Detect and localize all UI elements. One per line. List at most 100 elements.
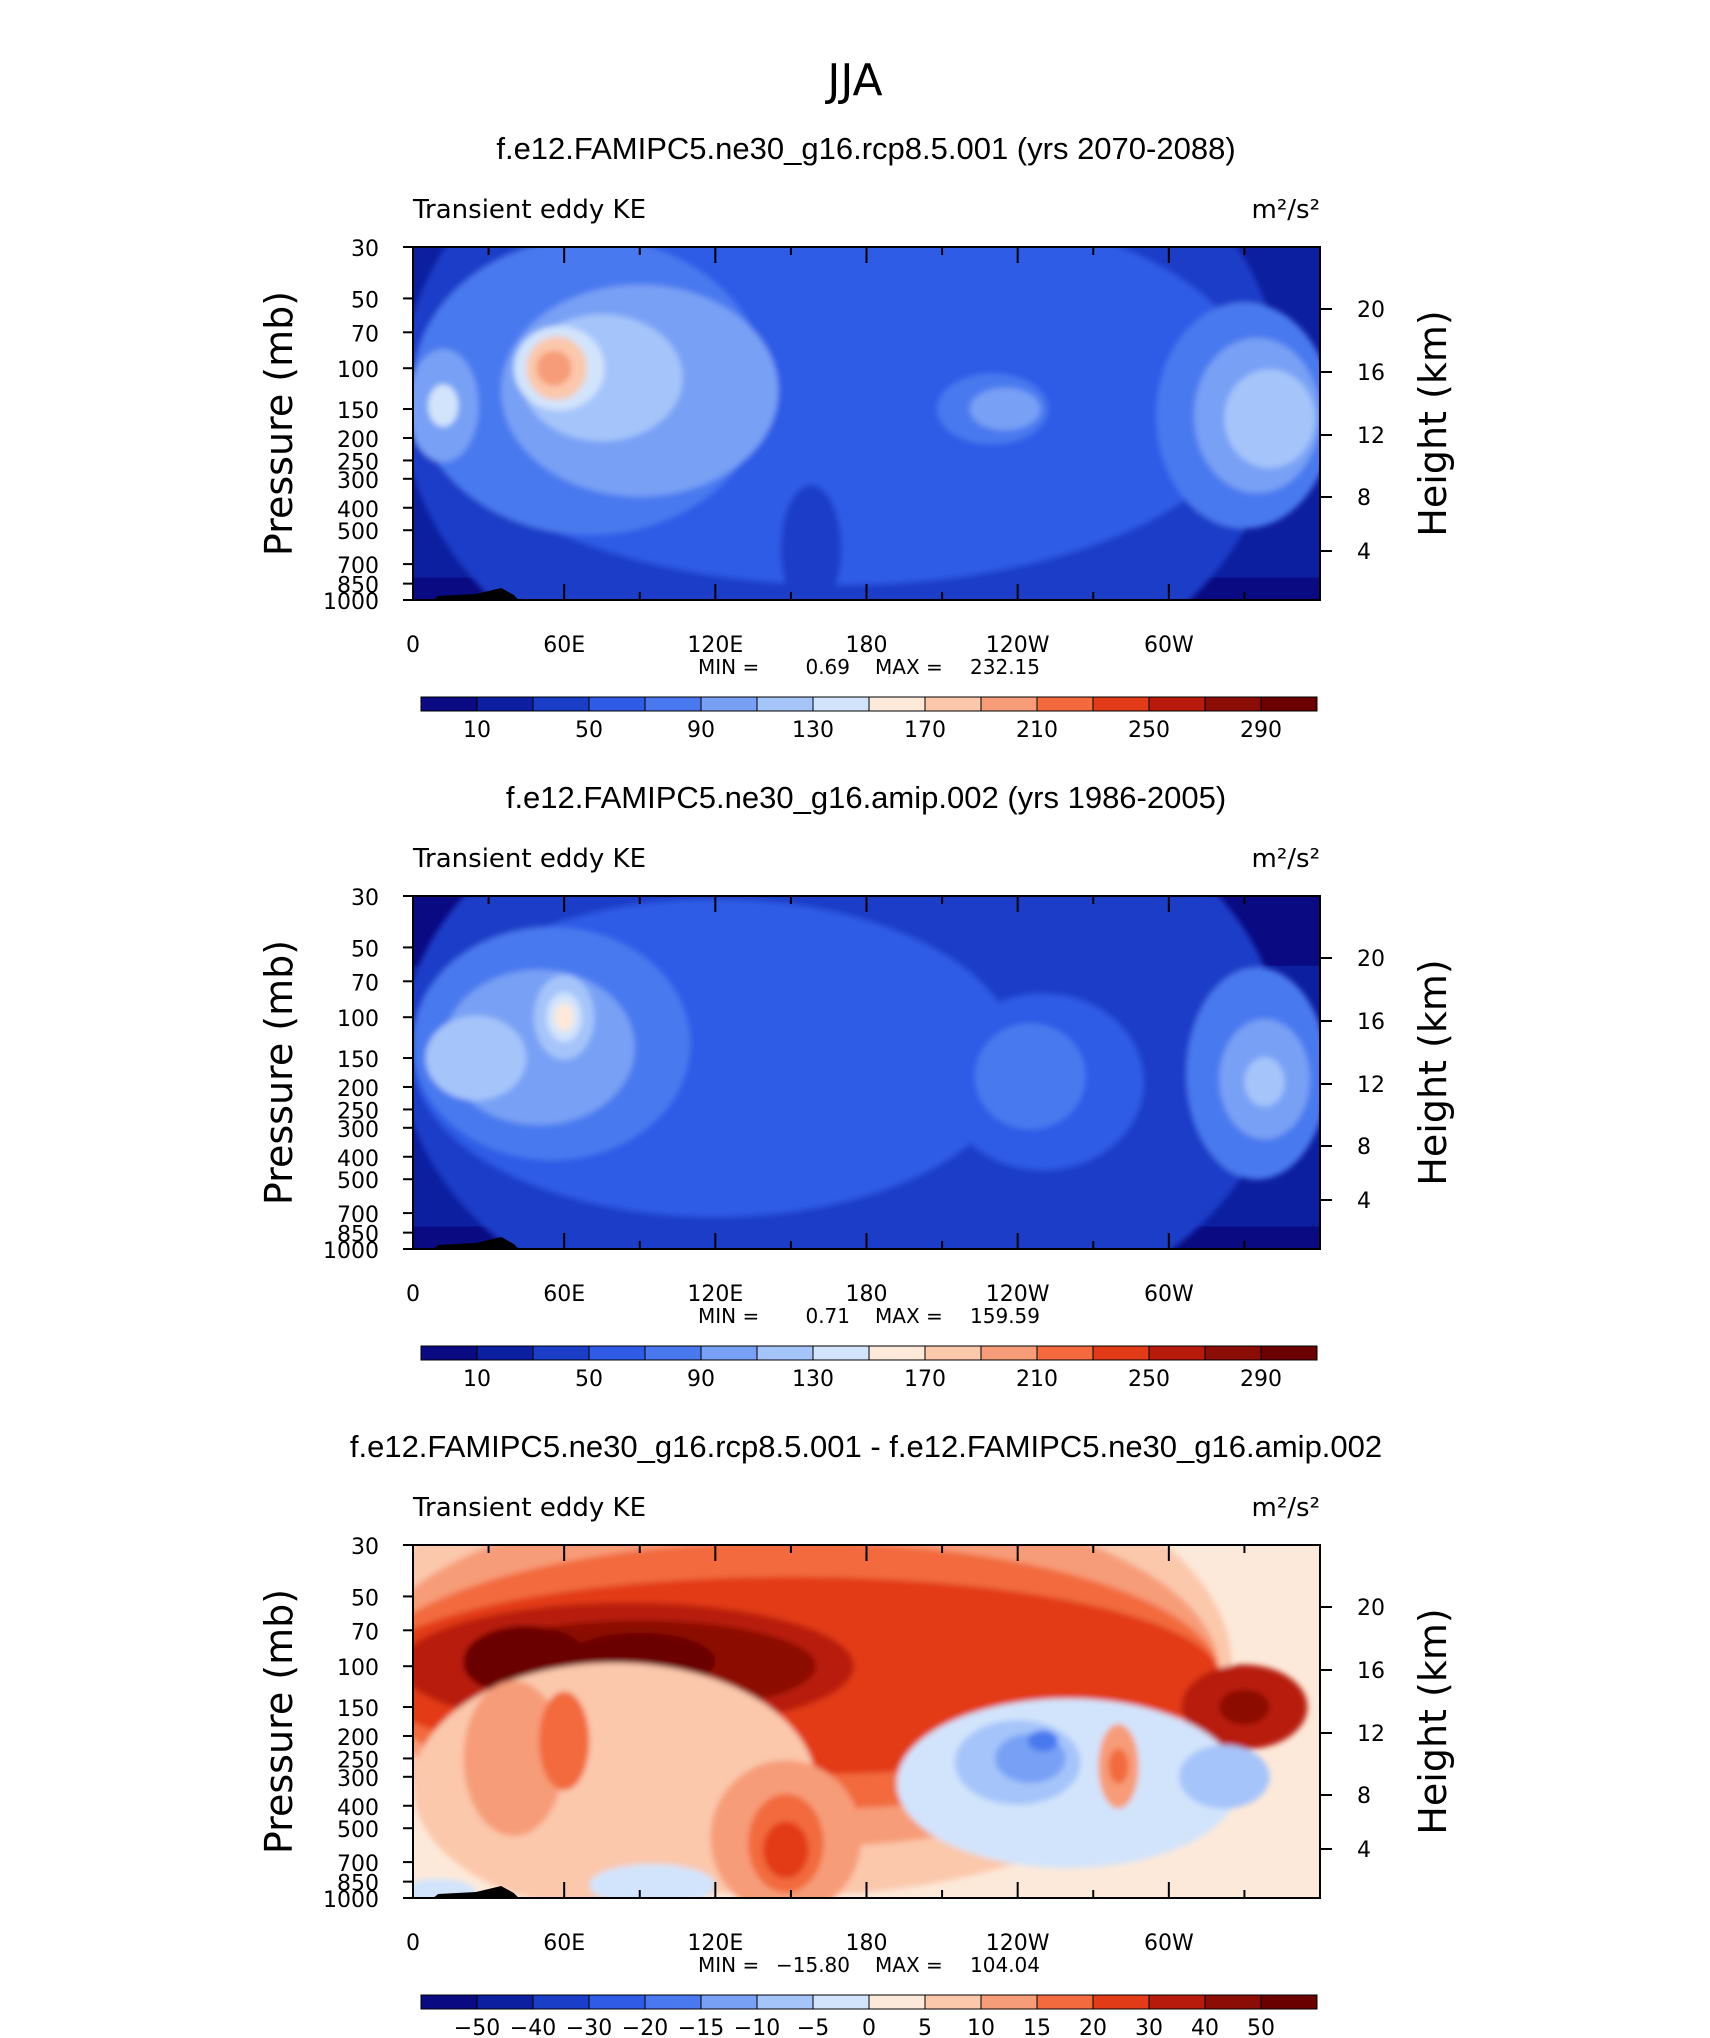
colorbar-label: −50 (454, 2016, 500, 2038)
y2-tick-label: 4 (1357, 1189, 1371, 1214)
x-tick-label: 60W (1144, 1931, 1194, 1956)
colorbar-label: 170 (904, 1367, 946, 1392)
colorbar: 10 50 90 130 170 210 250 290 (420, 1345, 1318, 1392)
colorbar-swatch (1204, 1994, 1262, 2010)
x-axis: 0 60E 120E 180 120W 60W (406, 896, 1321, 1307)
max-value: 232.15 (970, 655, 1040, 679)
y-tick-label: 250 (337, 450, 379, 475)
colorbar: 10 50 90 130 170 210 250 290 (420, 696, 1318, 743)
colorbar-swatch (1204, 1345, 1262, 1361)
contour-region (1027, 1730, 1058, 1752)
contour-fills (413, 247, 1320, 600)
colorbar-label: 90 (687, 1367, 715, 1392)
contour-band (413, 577, 1320, 600)
colorbar-swatch (924, 1345, 982, 1361)
colorbar-label: 290 (1240, 718, 1282, 743)
colorbar-label: 30 (1135, 2016, 1163, 2038)
terrain (433, 588, 519, 600)
colorbar-swatch (476, 1345, 534, 1361)
y-tick-label: 300 (337, 1767, 379, 1792)
x-tick-label: 0 (406, 1931, 420, 1956)
y2-axis-title: Height (km) (1411, 1608, 1455, 1834)
y-axis-title: Pressure (mb) (257, 291, 301, 556)
x-tick-label: 60W (1144, 1282, 1194, 1307)
colorbar-label: 40 (1191, 2016, 1219, 2038)
terrain (433, 1886, 519, 1898)
y-tick-label: 850 (337, 1223, 379, 1248)
x-tick-label: 120W (986, 1931, 1050, 1956)
colorbar-swatch (868, 696, 926, 712)
colorbar-label: −15 (678, 2016, 724, 2038)
colorbar-swatch (588, 1345, 646, 1361)
y-tick-label: 200 (337, 1077, 379, 1102)
min-value: 0.69 (805, 655, 850, 679)
contour-region (1224, 369, 1315, 469)
colorbar-label: 250 (1128, 718, 1170, 743)
y-tick-label: 700 (337, 554, 379, 579)
y-tick-label: 1000 (323, 1239, 379, 1264)
colorbar-swatch (700, 696, 758, 712)
y2-tick-label: 12 (1357, 424, 1385, 449)
contour-region (969, 387, 1041, 431)
colorbar-swatch (980, 1345, 1038, 1361)
colorbar-label: 170 (904, 718, 946, 743)
y-tick-label: 1000 (323, 590, 379, 615)
x-tick-label: 60E (543, 633, 585, 658)
contour-region (1244, 1057, 1285, 1107)
colorbar-swatch (1204, 696, 1262, 712)
contour-field (413, 896, 1320, 1249)
y2-tick-label: 20 (1357, 947, 1385, 972)
x-axis: 0 60E 120E 180 120W 60W (406, 1545, 1321, 1956)
contour-field (413, 1545, 1320, 1898)
terrain (433, 1237, 519, 1249)
contour-region (974, 1023, 1086, 1130)
y2-tick-label: 16 (1357, 361, 1385, 386)
x-tick-label: 0 (406, 1282, 420, 1307)
panel-1: f.e12.FAMIPC5.ne30_g16.rcp8.5.001 (yrs 2… (257, 131, 1455, 743)
contour-region (780, 485, 842, 600)
colorbar-label: 10 (463, 1367, 491, 1392)
y-tick-label: 850 (337, 1872, 379, 1897)
colorbar-swatch (700, 1994, 758, 2010)
contour-region (589, 1863, 716, 1898)
colorbar-swatch (980, 696, 1038, 712)
y2-tick-label: 20 (1357, 1596, 1385, 1621)
y2-tick-label: 4 (1357, 540, 1371, 565)
y-tick-label: 850 (337, 574, 379, 599)
panel-left-label: Transient eddy KE (412, 844, 646, 874)
y-tick-label: 30 (351, 886, 379, 911)
contour-fills (413, 1545, 1308, 1898)
colorbar-swatch (812, 696, 870, 712)
y2-axis: 20 16 12 8 4 Height (km) (1320, 298, 1455, 565)
colorbar-label: 15 (1023, 2016, 1051, 2038)
colorbar-swatch (1148, 1345, 1206, 1361)
y-tick-label: 30 (351, 237, 379, 262)
colorbar-swatch (1036, 696, 1094, 712)
y-axis-title: Pressure (mb) (257, 940, 301, 1205)
colorbar-swatch (924, 1994, 982, 2010)
panel-2: f.e12.FAMIPC5.ne30_g16.amip.002 (yrs 198… (257, 780, 1455, 1392)
y-tick-label: 500 (337, 1169, 379, 1194)
colorbar-swatch (812, 1994, 870, 2010)
colorbar-swatch (1092, 1345, 1150, 1361)
colorbar-label: 10 (463, 718, 491, 743)
y2-axis: 20 16 12 8 4 Height (km) (1320, 947, 1455, 1214)
colorbar-swatch (532, 1345, 590, 1361)
y2-tick-label: 12 (1357, 1073, 1385, 1098)
y2-tick-label: 4 (1357, 1838, 1371, 1863)
max-label: MAX = (875, 1953, 943, 1977)
y-tick-label: 70 (351, 1620, 379, 1645)
y-tick-label: 500 (337, 1818, 379, 1843)
y-tick-label: 100 (337, 1007, 379, 1032)
min-label: MIN = (698, 1953, 759, 1977)
colorbar-swatch (476, 696, 534, 712)
x-tick-label: 120W (986, 1282, 1050, 1307)
colorbar-label: −20 (622, 2016, 668, 2038)
y-tick-label: 200 (337, 428, 379, 453)
colorbar-swatch (532, 696, 590, 712)
colorbar-label: 210 (1016, 1367, 1058, 1392)
y-tick-label: 400 (337, 1147, 379, 1172)
y-tick-label: 1000 (323, 1888, 379, 1913)
